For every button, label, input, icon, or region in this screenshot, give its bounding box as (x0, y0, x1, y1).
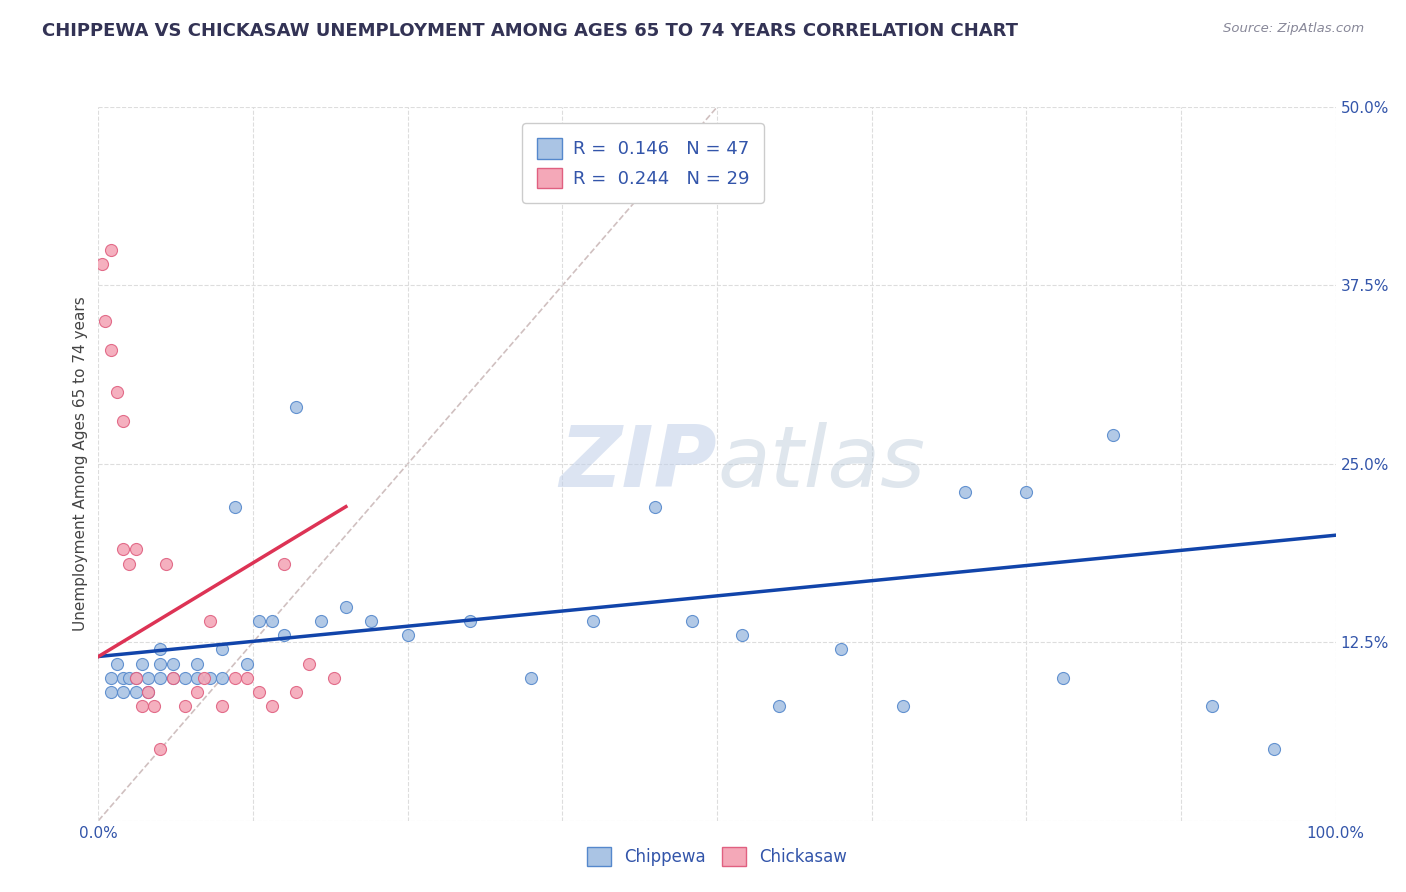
Point (136, 685, 159, 699)
Point (100, 671, 122, 685)
Point (149, 671, 172, 685)
Point (247, 685, 270, 699)
Point (105, 385, 128, 400)
Point (136, 685, 159, 699)
Point (112, 671, 135, 685)
Point (174, 671, 197, 685)
Point (162, 657, 184, 671)
Point (131, 657, 153, 671)
Point (247, 614, 270, 628)
Point (830, 642, 852, 657)
Point (1102, 428, 1125, 442)
Point (124, 671, 146, 685)
Point (224, 671, 246, 685)
Point (322, 671, 344, 685)
Point (162, 671, 184, 685)
Point (91, 257, 114, 271)
Point (112, 414, 135, 428)
Text: Source: ZipAtlas.com: Source: ZipAtlas.com (1223, 22, 1364, 36)
Point (193, 671, 215, 685)
Point (458, 614, 481, 628)
Point (953, 485, 976, 500)
Point (100, 243, 122, 257)
Point (236, 657, 259, 671)
Text: ZIP: ZIP (560, 422, 717, 506)
Point (298, 657, 321, 671)
Point (149, 642, 172, 657)
Point (136, 671, 159, 685)
Point (309, 614, 332, 628)
Point (236, 671, 259, 685)
Point (891, 699, 914, 714)
Point (149, 657, 172, 671)
Point (1201, 699, 1223, 714)
Point (112, 542, 135, 557)
Point (335, 599, 357, 614)
Point (211, 642, 233, 657)
Point (124, 542, 146, 557)
Point (100, 343, 122, 357)
Point (224, 500, 246, 514)
Point (198, 614, 221, 628)
Y-axis label: Unemployment Among Ages 65 to 74 years: Unemployment Among Ages 65 to 74 years (73, 296, 89, 632)
Point (582, 614, 605, 628)
Point (1015, 485, 1038, 500)
Point (644, 500, 666, 514)
Point (186, 657, 208, 671)
Point (211, 671, 233, 685)
Point (285, 400, 308, 414)
Point (93, 314, 115, 328)
Point (396, 628, 419, 642)
Point (118, 557, 141, 571)
Legend: Chippewa, Chickasaw: Chippewa, Chickasaw (581, 840, 853, 873)
Point (260, 614, 283, 628)
Point (285, 685, 308, 699)
Point (186, 671, 208, 685)
Point (681, 614, 703, 628)
Point (155, 557, 177, 571)
Point (100, 685, 122, 699)
Point (260, 699, 283, 714)
Point (186, 685, 208, 699)
Point (211, 699, 233, 714)
Point (112, 685, 135, 699)
Point (198, 671, 221, 685)
Text: CHIPPEWA VS CHICKASAW UNEMPLOYMENT AMONG AGES 65 TO 74 YEARS CORRELATION CHART: CHIPPEWA VS CHICKASAW UNEMPLOYMENT AMONG… (42, 22, 1018, 40)
Text: atlas: atlas (717, 422, 925, 506)
Point (1052, 671, 1074, 685)
Point (1263, 742, 1285, 756)
Point (520, 671, 543, 685)
Point (149, 742, 172, 756)
Point (174, 699, 197, 714)
Point (273, 557, 295, 571)
Point (768, 699, 790, 714)
Point (143, 699, 166, 714)
Point (124, 685, 146, 699)
Point (105, 657, 128, 671)
Point (360, 614, 382, 628)
Point (162, 671, 184, 685)
Point (131, 699, 153, 714)
Point (118, 671, 141, 685)
Point (273, 628, 295, 642)
Point (731, 628, 754, 642)
Point (124, 671, 146, 685)
